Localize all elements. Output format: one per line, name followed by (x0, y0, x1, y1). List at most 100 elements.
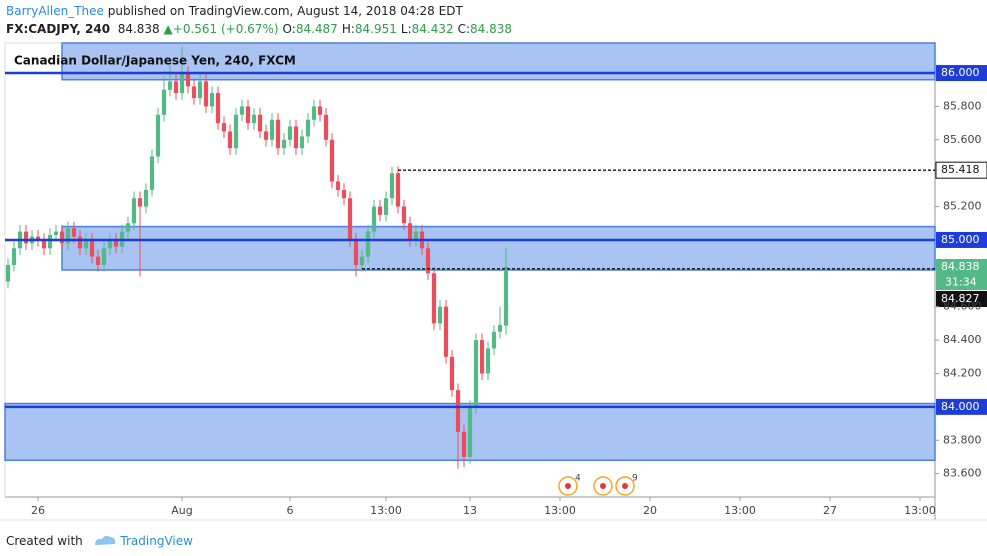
ohlc-value: 84.487 (295, 22, 338, 36)
event-count: 9 (632, 474, 638, 484)
chart-title: Canadian Dollar/Japanese Yen, 240, FXCM (14, 54, 296, 68)
candle-body (47, 234, 53, 249)
x-tick-label: 13:00 (370, 504, 402, 517)
candle-body (143, 189, 149, 207)
candle-body (431, 273, 437, 324)
event-dot (600, 483, 606, 489)
ohlc-label: H: (341, 22, 355, 36)
candle-body (107, 239, 113, 249)
change: +0.561 (+0.67%) (172, 22, 279, 36)
symbol-line: FX:CADJPY, 240 84.838 ▲+0.561 (+0.67%) O:… (6, 22, 512, 36)
y-tick-label: 84.200 (943, 366, 982, 379)
publish-info: published on TradingView.com, August 14,… (107, 4, 463, 18)
candle-body (341, 189, 347, 199)
ohlc-value: 84.951 (354, 22, 397, 36)
candle-body (215, 93, 221, 124)
candle-body (383, 198, 389, 215)
x-tick-label: 13 (463, 504, 477, 517)
candle-body (377, 206, 383, 215)
candle-body (317, 106, 323, 115)
x-tick-label: 20 (643, 504, 657, 517)
candle-body (275, 119, 281, 149)
candle-body (311, 106, 317, 120)
y-tick-label: 85.800 (943, 99, 982, 112)
candle-body (131, 198, 137, 224)
y-tick-label: 83.800 (943, 433, 982, 446)
candle-body (497, 325, 503, 332)
x-tick-label: 13:00 (904, 504, 936, 517)
candle-body (395, 173, 401, 207)
candle-body (491, 331, 497, 349)
candle-body (257, 114, 263, 132)
candle-body (185, 73, 191, 87)
ohlc-label: C: (457, 22, 471, 36)
candle-body (467, 406, 473, 457)
candle-body (173, 81, 179, 94)
candle-body (233, 114, 239, 149)
candle-body (101, 248, 107, 265)
candle-body (83, 239, 89, 249)
dotted-tag (935, 161, 987, 179)
candle-body (359, 256, 365, 265)
candle-body (269, 119, 275, 140)
y-tick-label: 85.600 (943, 133, 982, 146)
level-label: 85.000 (941, 233, 980, 246)
candle-body (41, 239, 47, 249)
event-dot (565, 483, 571, 489)
candle-body (179, 73, 185, 94)
candle-body (65, 228, 71, 244)
candle-body (209, 93, 215, 107)
x-tick-label: 13:00 (544, 504, 576, 517)
candle-body (161, 89, 167, 115)
candle-body (479, 340, 485, 374)
candle-body (89, 239, 95, 257)
candle-body (11, 248, 17, 265)
candle-body (473, 340, 479, 407)
y-tick-label: 84.600 (943, 300, 982, 313)
level-tag (936, 65, 987, 82)
author[interactable]: BarryAllen_Thee (6, 4, 104, 18)
dotted-tag (936, 290, 987, 307)
countdown-tag (936, 274, 987, 290)
x-tick-label: 6 (287, 504, 294, 517)
candle-body (353, 239, 359, 265)
candle-body (455, 390, 461, 432)
ohlc-label: L: (400, 22, 412, 36)
candle-body (77, 236, 83, 249)
created-with: Created with (6, 534, 83, 548)
level-label: 86.000 (941, 66, 980, 79)
candle-body (155, 114, 161, 157)
x-tick-label: 26 (31, 504, 45, 517)
candle-body (293, 126, 299, 149)
brand[interactable]: TradingView (120, 534, 193, 548)
level-tag (936, 398, 987, 415)
candle-body (425, 248, 431, 274)
y-tick-label: 83.600 (943, 467, 982, 480)
price: 84.838 (117, 22, 160, 36)
candle-body (113, 239, 119, 247)
candle-body (95, 256, 101, 265)
candle-body (371, 206, 377, 232)
candle-body (197, 81, 203, 99)
candle-body (227, 131, 233, 149)
y-tick-label: 84.400 (943, 333, 982, 346)
candle-body (53, 231, 59, 235)
candle-body (59, 231, 65, 244)
candle-body (329, 139, 335, 182)
publish-line: BarryAllen_Thee published on TradingView… (6, 4, 463, 18)
symbol: FX:CADJPY, 240 (6, 22, 111, 36)
candle-body (323, 114, 329, 140)
candle-body (305, 119, 311, 137)
ohlc-value: 84.838 (470, 22, 513, 36)
candle-body (149, 156, 155, 190)
candle-body (239, 106, 245, 115)
candle-body (407, 223, 413, 240)
candle-body (35, 236, 41, 240)
event-count: 4 (575, 474, 581, 484)
candle-body (125, 223, 131, 232)
candle-body (203, 81, 209, 107)
ohlc-value: 84.432 (411, 22, 454, 36)
x-tick-label: Aug (171, 504, 192, 517)
candle-body (263, 131, 269, 140)
